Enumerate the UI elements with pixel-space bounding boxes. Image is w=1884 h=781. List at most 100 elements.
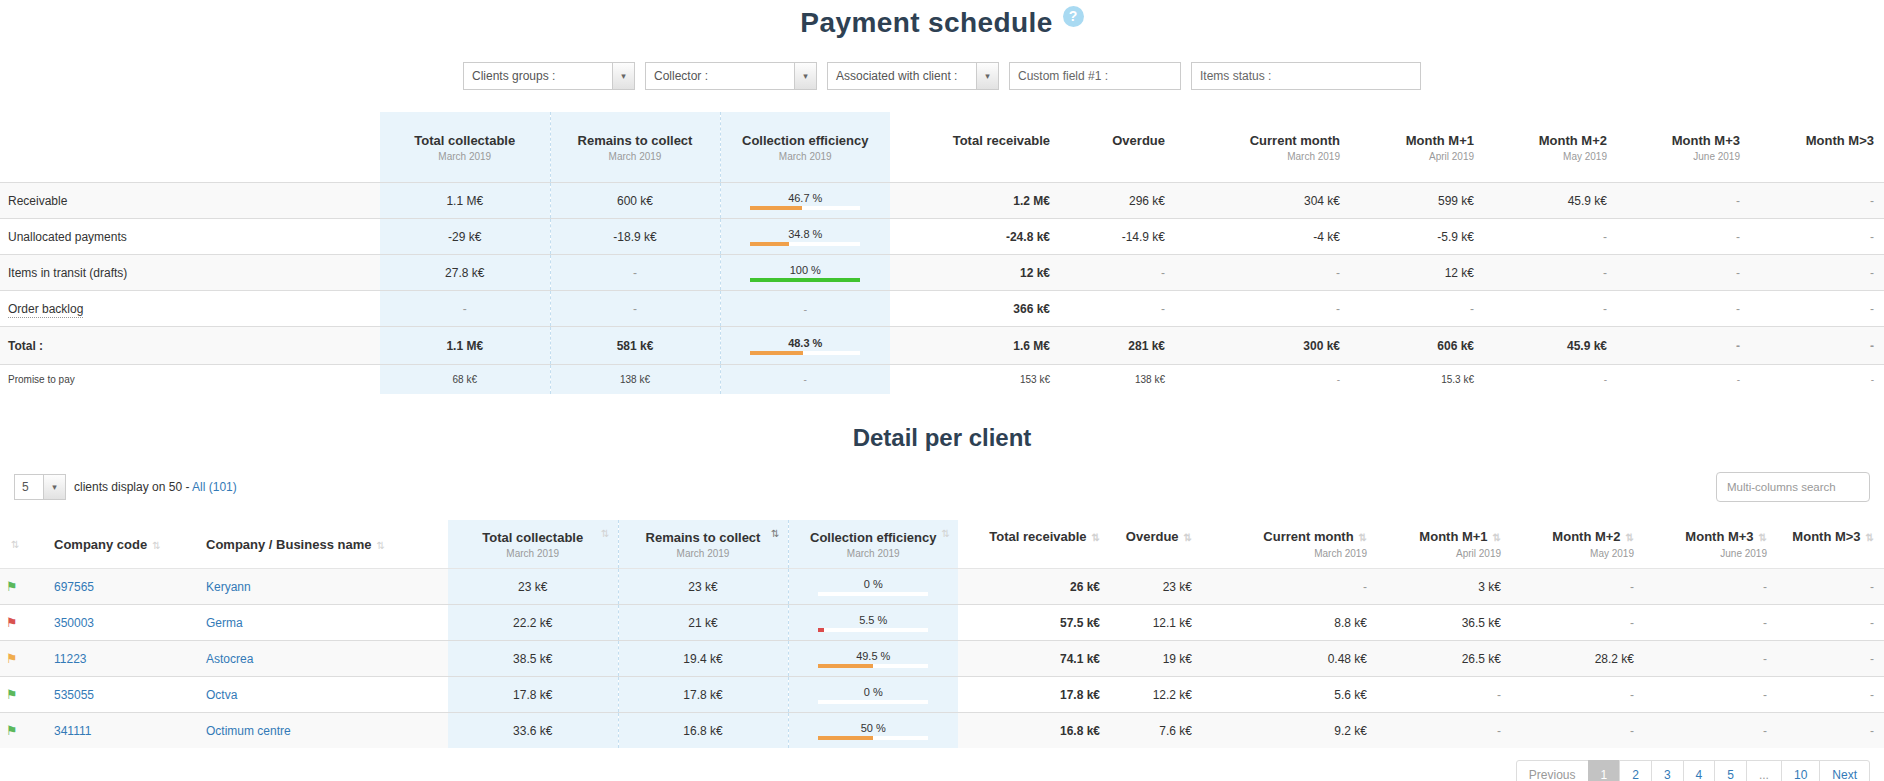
- value-cell: -: [1511, 605, 1644, 641]
- detail-header-company-business-name[interactable]: Company / Business name⇅: [200, 520, 448, 569]
- sort-icon[interactable]: ⇅: [152, 540, 160, 551]
- company-code-cell: 11223: [48, 641, 200, 677]
- efficiency-bar-fill: [750, 242, 788, 246]
- company-name-link[interactable]: Octva: [206, 688, 237, 702]
- cell-value: 26.5 k€: [1462, 652, 1501, 666]
- pagination-page-10[interactable]: 10: [1781, 760, 1820, 781]
- detail-header-company-code[interactable]: Company code⇅: [48, 520, 200, 569]
- cell-value: -: [1870, 339, 1874, 353]
- page-length-select[interactable]: 5 ▾: [14, 474, 66, 500]
- detail-header-month-m-3[interactable]: Month M>3⇅: [1777, 520, 1884, 569]
- detail-header-current-month[interactable]: Current month⇅March 2019: [1202, 520, 1377, 569]
- row-label-cell: Items in transit (drafts): [0, 255, 380, 291]
- column-period: [1111, 548, 1192, 559]
- flag-icon[interactable]: ⚑: [6, 615, 18, 630]
- company-name-link[interactable]: Germa: [206, 616, 243, 630]
- detail-header-month-m-1[interactable]: Month M+1⇅April 2019: [1377, 520, 1511, 569]
- company-name-cell: Astocrea: [200, 641, 448, 677]
- company-name-link[interactable]: Keryann: [206, 580, 251, 594]
- pagination-page-3[interactable]: 3: [1651, 760, 1684, 781]
- cell-value: -: [1603, 230, 1607, 244]
- company-code-cell: 535055: [48, 677, 200, 713]
- associated-with-client-filter[interactable]: Associated with client :▾: [827, 62, 999, 90]
- highlight-value-cell: 23 k€: [618, 569, 788, 605]
- schedule-header-total-receivable: Total receivable: [890, 112, 1060, 183]
- value-cell: -: [1377, 677, 1511, 713]
- pagination-page-2[interactable]: 2: [1619, 760, 1652, 781]
- company-code-link[interactable]: 697565: [54, 580, 94, 594]
- highlight-value-cell: 17.8 k€: [448, 677, 618, 713]
- schedule-header-overdue: Overdue: [1060, 112, 1175, 183]
- efficiency-cell: 0 %: [788, 569, 958, 605]
- help-icon[interactable]: ?: [1063, 6, 1084, 27]
- detail-header-month-m-2[interactable]: Month M+2⇅May 2019: [1511, 520, 1644, 569]
- detail-header-total-receivable[interactable]: Total receivable⇅: [958, 520, 1110, 569]
- schedule-header-current-month: Current monthMarch 2019: [1175, 112, 1350, 183]
- value-cell: -14.9 k€: [1060, 219, 1175, 255]
- sort-icon[interactable]: ⇅: [1626, 532, 1634, 543]
- efficiency-bar: [750, 206, 860, 210]
- collector-filter[interactable]: Collector :▾: [645, 62, 817, 90]
- column-label: Total receivable⇅: [959, 529, 1100, 545]
- company-code-link[interactable]: 350003: [54, 616, 94, 630]
- company-name-link[interactable]: Octimum centre: [206, 724, 291, 738]
- sort-icon[interactable]: ⇅: [376, 540, 384, 551]
- efficiency-bar: [818, 628, 928, 632]
- column-period: March 2019: [722, 151, 890, 162]
- multi-columns-search-input[interactable]: [1716, 472, 1870, 502]
- efficiency-cell: 46.7 %: [720, 183, 890, 219]
- pagination-page-1[interactable]: 1: [1588, 760, 1621, 781]
- clients-groups-filter[interactable]: Clients groups :▾: [463, 62, 635, 90]
- pagination-next-button[interactable]: Next: [1819, 760, 1870, 781]
- cell-value: 16.8 k€: [1060, 724, 1100, 738]
- custom-field-1-filter[interactable]: [1009, 62, 1181, 90]
- row-label: Total :: [8, 339, 43, 353]
- detail-header-month-m-3[interactable]: Month M+3⇅June 2019: [1644, 520, 1777, 569]
- efficiency-value: -: [722, 303, 890, 315]
- cell-value: 15.3 k€: [1441, 374, 1474, 385]
- value-cell: -: [1644, 677, 1777, 713]
- detail-header-remains-to-collect[interactable]: Remains to collectMarch 2019⇅: [618, 520, 788, 569]
- sort-icon[interactable]: ⇅: [1359, 532, 1367, 543]
- value-cell: -: [1484, 291, 1617, 327]
- pagination-page-4[interactable]: 4: [1683, 760, 1716, 781]
- company-code-link[interactable]: 11223: [54, 652, 86, 666]
- column-label-text: Month M+1: [1419, 529, 1487, 544]
- pagination-previous-button[interactable]: Previous: [1516, 760, 1589, 781]
- show-all-link[interactable]: All (101): [192, 480, 237, 494]
- flag-cell: ⚑: [0, 641, 48, 677]
- column-label: Month M+2: [1485, 133, 1607, 148]
- flag-icon[interactable]: ⚑: [6, 579, 18, 594]
- flag-icon[interactable]: ⚑: [6, 687, 18, 702]
- sort-icon[interactable]: ⇅: [601, 528, 609, 539]
- cell-value: -: [1630, 616, 1634, 630]
- company-code-link[interactable]: 341111: [54, 724, 91, 738]
- detail-header-overdue[interactable]: Overdue⇅: [1110, 520, 1202, 569]
- company-name-link[interactable]: Astocrea: [206, 652, 253, 666]
- detail-header-total-collectable[interactable]: Total collectableMarch 2019⇅: [448, 520, 618, 569]
- pagination-page-5[interactable]: 5: [1714, 760, 1747, 781]
- flag-icon[interactable]: ⚑: [6, 651, 18, 666]
- cell-value: 0.48 k€: [1328, 652, 1367, 666]
- sort-icon[interactable]: ⇅: [1184, 532, 1192, 543]
- flag-icon[interactable]: ⚑: [6, 723, 18, 738]
- sort-icon[interactable]: ⇅: [1092, 532, 1100, 543]
- cell-value: 1.6 M€: [1013, 339, 1050, 353]
- items-status-filter[interactable]: [1191, 62, 1421, 90]
- detail-header-flag[interactable]: ⇅: [0, 520, 48, 569]
- clients-display-text: clients display on 50 - All (101): [74, 480, 237, 494]
- company-code-link[interactable]: 535055: [54, 688, 94, 702]
- detail-header-collection-efficiency[interactable]: Collection efficiencyMarch 2019⇅: [788, 520, 958, 569]
- sort-icon[interactable]: ⇅: [1866, 532, 1874, 543]
- sort-icon[interactable]: ⇅: [11, 539, 19, 550]
- sort-icon[interactable]: ⇅: [771, 528, 779, 539]
- sort-icon[interactable]: ⇅: [942, 528, 950, 539]
- efficiency-value: 46.7 %: [722, 192, 890, 204]
- value-cell: 606 k€: [1350, 327, 1484, 365]
- sort-icon[interactable]: ⇅: [1759, 532, 1767, 543]
- sort-icon[interactable]: ⇅: [1493, 532, 1501, 543]
- value-cell: -: [1202, 569, 1377, 605]
- client-row: ⚑697565Keryann23 k€23 k€0 %26 k€23 k€-3 …: [0, 569, 1884, 605]
- value-cell: -: [1644, 605, 1777, 641]
- clients-display-label: clients display on 50 -: [74, 480, 189, 494]
